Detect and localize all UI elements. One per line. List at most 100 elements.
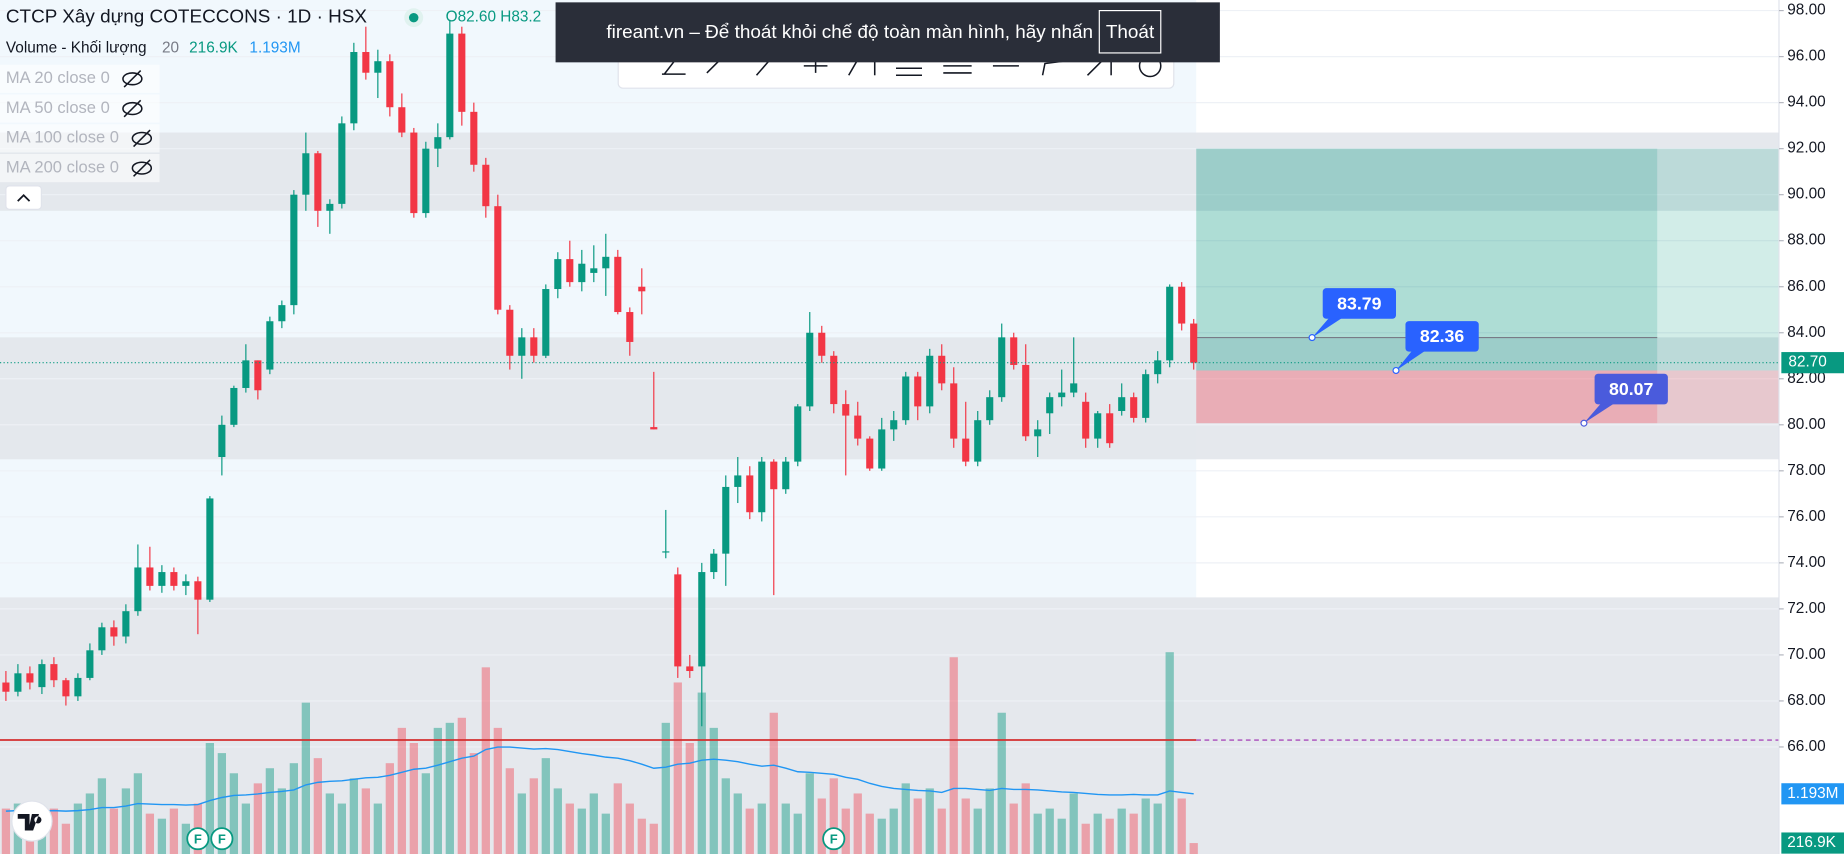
volume-bar xyxy=(421,773,430,854)
candle-body xyxy=(242,360,250,388)
volume-bar xyxy=(1021,783,1030,854)
volume-ma-line xyxy=(5,746,1194,812)
candle-body xyxy=(146,567,154,586)
exit-button-label[interactable]: Thoát xyxy=(1106,21,1155,42)
candle-body xyxy=(854,415,862,439)
candle-body xyxy=(314,153,322,211)
volume-bar xyxy=(1057,818,1066,854)
volume-bar xyxy=(1009,803,1018,854)
price-label-box xyxy=(1405,321,1479,352)
volume-bar xyxy=(373,803,382,854)
volume-bar xyxy=(1177,798,1186,854)
volume-bar xyxy=(925,788,934,854)
y-tick-label: 82.00 xyxy=(1787,370,1825,387)
volume-bar xyxy=(997,712,1006,854)
candle-body xyxy=(374,61,382,73)
candle-body xyxy=(278,305,286,322)
candle-body xyxy=(710,553,718,573)
y-tick-label: 80.00 xyxy=(1787,416,1825,433)
volume-bar xyxy=(613,783,622,854)
zone xyxy=(0,597,1779,854)
candle-body xyxy=(110,627,118,637)
candle-body xyxy=(218,424,226,458)
volume-bar xyxy=(169,808,179,854)
volume-length: 20 xyxy=(162,39,179,56)
price-axis: 98.00 96.00 94.00 92.00 90.00 88.00 86.00 84.00… xyxy=(1778,2,1844,854)
candle-body xyxy=(86,650,94,678)
volume-bar xyxy=(253,783,263,854)
zone xyxy=(0,337,1779,460)
candle-body xyxy=(902,376,910,421)
candle-body xyxy=(806,332,814,407)
volume-bar xyxy=(505,768,514,854)
price-label-anchor xyxy=(1308,334,1316,342)
volume-bar xyxy=(733,793,742,854)
candle-body xyxy=(14,673,22,692)
candle-body xyxy=(158,572,166,586)
candle-body xyxy=(398,107,406,133)
volume-bar xyxy=(229,773,239,854)
volume-bar xyxy=(541,758,550,854)
candle-body xyxy=(566,259,574,283)
candle-body xyxy=(986,397,994,421)
candle-body xyxy=(626,312,634,342)
volume-bar xyxy=(565,803,574,854)
symbol-title: CTCP Xây dựng COTECCONS · 1D · HSX xyxy=(6,6,368,27)
volume-bar xyxy=(673,682,682,854)
candle-body xyxy=(266,321,274,370)
volume-bar xyxy=(913,798,922,854)
candle-body xyxy=(26,673,34,683)
volume-bar xyxy=(517,793,526,854)
volume-bar xyxy=(205,743,215,854)
volume-bar xyxy=(457,717,466,854)
price-label-pointer xyxy=(1583,398,1622,424)
candle-body xyxy=(866,438,874,469)
volume-bar xyxy=(301,702,310,854)
volume-bar xyxy=(181,823,191,854)
candle-body xyxy=(338,123,346,204)
price-label-pointer xyxy=(1396,345,1433,371)
y-tick-label: 90.00 xyxy=(1787,186,1825,203)
volume-bar xyxy=(289,763,298,854)
hidden-icon xyxy=(131,161,153,175)
candle-body xyxy=(650,427,658,430)
y-tick-label: 98.00 xyxy=(1787,2,1825,19)
price-label: 82.36 xyxy=(1420,326,1465,346)
volume-bar xyxy=(1045,808,1054,854)
candle-body xyxy=(98,627,106,651)
candle-body xyxy=(1118,397,1126,411)
volume-bar xyxy=(697,692,706,854)
collapse-button[interactable] xyxy=(5,185,42,210)
volume-bar xyxy=(841,808,850,854)
zones xyxy=(0,132,1779,854)
candle-body xyxy=(542,289,550,356)
volume-bar xyxy=(1189,843,1198,854)
volume-bar xyxy=(793,813,802,854)
volume-bar xyxy=(265,768,274,854)
loss-zone xyxy=(1196,370,1658,424)
volume-bar xyxy=(109,808,119,854)
y-tick-label: 70.00 xyxy=(1787,646,1825,663)
candle-body xyxy=(842,404,850,416)
candle-body xyxy=(1070,383,1078,393)
volume-bar xyxy=(745,808,754,854)
candle-body xyxy=(794,406,802,462)
volume-bar xyxy=(949,657,958,854)
overlays: F F F 83.79 82.36 80.07 xyxy=(0,288,1779,851)
candle-body xyxy=(602,256,610,269)
event-label: F xyxy=(830,831,838,846)
price-label-box xyxy=(1322,288,1397,319)
candle-body xyxy=(350,52,358,124)
volume-bar xyxy=(709,727,718,854)
y-tick-label: 78.00 xyxy=(1787,462,1825,479)
candle-body xyxy=(638,286,646,292)
candle-body xyxy=(494,206,502,310)
volume-bar xyxy=(889,808,898,854)
event-label: F xyxy=(218,831,226,846)
event-marker xyxy=(822,827,846,851)
volume-bar xyxy=(661,722,670,854)
volume-bar xyxy=(805,773,814,854)
exit-button[interactable] xyxy=(1098,9,1162,54)
volume-bar xyxy=(61,823,71,854)
candle-body xyxy=(1082,401,1090,439)
